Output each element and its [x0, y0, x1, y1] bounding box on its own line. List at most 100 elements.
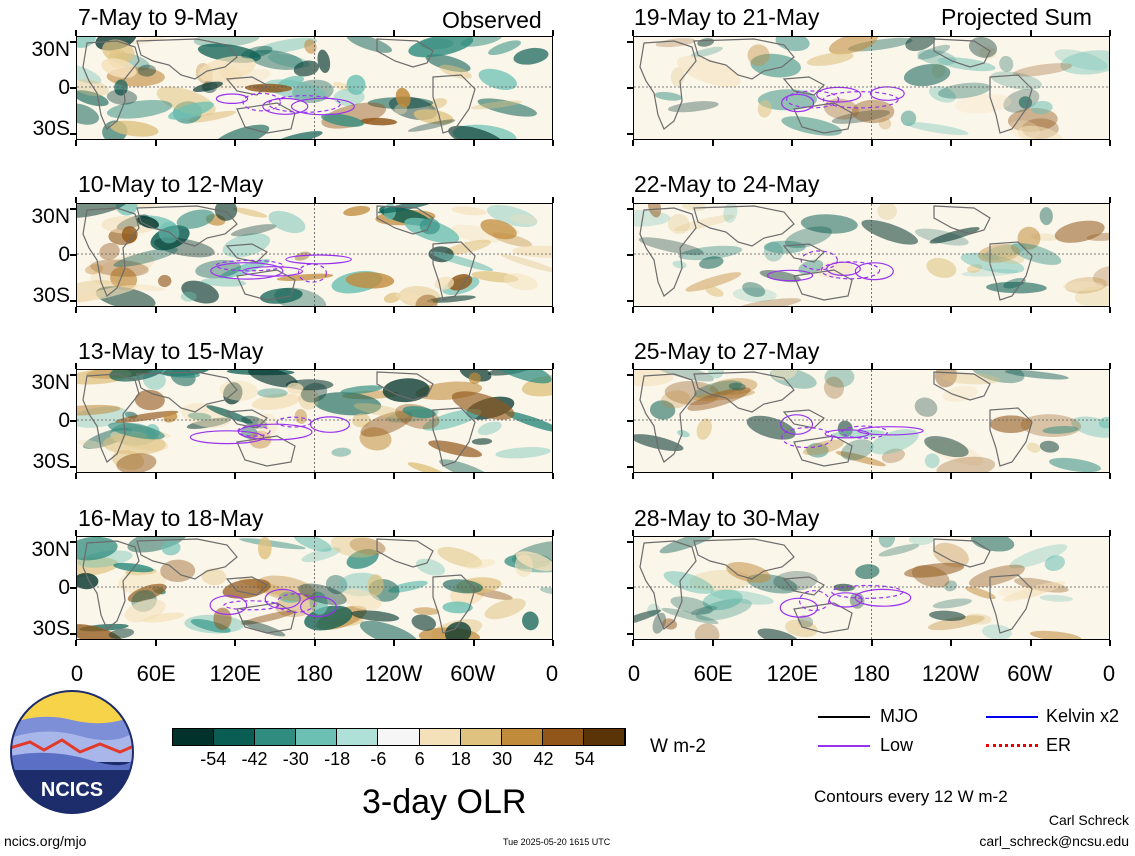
axis-tick [154, 307, 157, 313]
email[interactable]: carl_schreck@ncsu.edu [979, 833, 1129, 849]
colorbar-swatch [419, 729, 461, 745]
olr-map [76, 203, 553, 307]
olr-anomaly [230, 224, 277, 237]
axis-tick [70, 541, 76, 544]
lon-label: 60W [450, 661, 496, 686]
lon-label: 180 [296, 661, 333, 686]
low-freq-contour [297, 263, 327, 283]
olr-anomaly [256, 37, 318, 54]
olr-anomaly [181, 280, 219, 304]
olr-anomaly [427, 98, 448, 110]
olr-anomaly [468, 372, 481, 385]
colorbar-tick-label: -6 [370, 749, 387, 769]
olr-anomaly [451, 206, 487, 216]
lat-label: 30N [31, 371, 70, 394]
olr-anomaly [905, 122, 969, 136]
colorbar-swatch [255, 729, 297, 745]
axis-tick [154, 530, 157, 536]
olr-anomaly [1062, 281, 1104, 292]
axis-tick [70, 632, 76, 635]
continent-outline [793, 435, 853, 467]
olr-map [633, 536, 1110, 640]
low-freq-contour [215, 93, 249, 104]
continent-outline [376, 538, 434, 568]
olr-anomaly [1054, 49, 1108, 71]
olr-anomaly [1060, 50, 1109, 75]
olr-anomaly [77, 37, 96, 48]
axis-tick [791, 30, 793, 36]
olr-anomaly [855, 564, 880, 580]
olr-anomaly [477, 98, 537, 117]
olr-anomaly [670, 596, 713, 615]
olr-anomaly [806, 442, 829, 458]
olr-anomaly [687, 387, 751, 411]
olr-anomaly [198, 55, 256, 83]
axis-tick [234, 140, 236, 146]
olr-anomaly [861, 219, 919, 245]
olr-anomaly [478, 68, 518, 91]
olr-anomaly [828, 37, 878, 55]
olr-anomaly [343, 205, 371, 217]
low-freq-contour [237, 423, 313, 441]
olr-anomaly [77, 404, 121, 416]
lat-label: 30S [32, 284, 70, 307]
olr-anomaly [109, 120, 159, 137]
low-freq-contour [779, 597, 819, 618]
colorbar-tick-label: 18 [450, 749, 471, 769]
axis-tick [154, 140, 157, 146]
website-link[interactable]: ncics.org/mjo [4, 833, 87, 849]
continent-outline [236, 102, 296, 134]
axis-tick [1029, 30, 1032, 36]
olr-anomaly [674, 214, 735, 232]
olr-anomaly [1039, 594, 1073, 602]
olr-anomaly [248, 49, 304, 70]
axis-tick [154, 197, 157, 203]
continent-outline [933, 538, 991, 568]
olr-anomaly [294, 537, 332, 552]
olr-anomaly [77, 103, 100, 125]
olr-anomaly [678, 245, 743, 261]
panel-title: 7-May to 9-May [78, 4, 238, 30]
low-freq-contour [816, 86, 862, 103]
axis-tick [234, 197, 236, 203]
olr-anomaly [1018, 125, 1064, 139]
olr-anomaly [682, 204, 707, 211]
axis-tick [711, 307, 714, 313]
axis-tick [950, 197, 952, 203]
low-freq-contour [820, 261, 881, 280]
axis-tick [472, 30, 475, 36]
olr-anomaly [158, 274, 172, 288]
low-freq-contour [299, 596, 337, 618]
axis-tick [313, 473, 316, 479]
olr-anomaly [965, 586, 996, 600]
axis-tick [472, 307, 475, 313]
olr-anomaly [784, 226, 832, 249]
olr-anomaly [367, 574, 384, 596]
olr-anomaly [696, 418, 712, 440]
olr-anomaly [451, 391, 515, 420]
olr-anomaly [360, 117, 397, 126]
lon-label: 120E [766, 661, 819, 686]
axis-tick [632, 197, 634, 203]
olr-anomaly [470, 100, 522, 110]
olr-anomaly [77, 204, 128, 218]
axis-tick [393, 473, 395, 479]
olr-anomaly [437, 546, 483, 568]
olr-anomaly [402, 406, 436, 419]
olr-anomaly [298, 583, 347, 606]
axis-tick [711, 530, 714, 536]
olr-anomaly [933, 542, 969, 568]
olr-anomaly [108, 628, 135, 639]
olr-anomaly [413, 607, 440, 615]
colorbar-units: W m-2 [650, 736, 706, 757]
olr-anomaly [695, 598, 752, 621]
continent-outline [432, 407, 476, 467]
olr-anomaly [464, 559, 496, 569]
olr-anomaly [989, 415, 1032, 433]
axis-tick [627, 374, 633, 377]
olr-anomaly [77, 537, 118, 561]
olr-field [77, 37, 552, 139]
olr-anomaly [382, 378, 430, 403]
colorbar-swatch [501, 729, 543, 745]
lat-label: 0 [58, 76, 70, 99]
